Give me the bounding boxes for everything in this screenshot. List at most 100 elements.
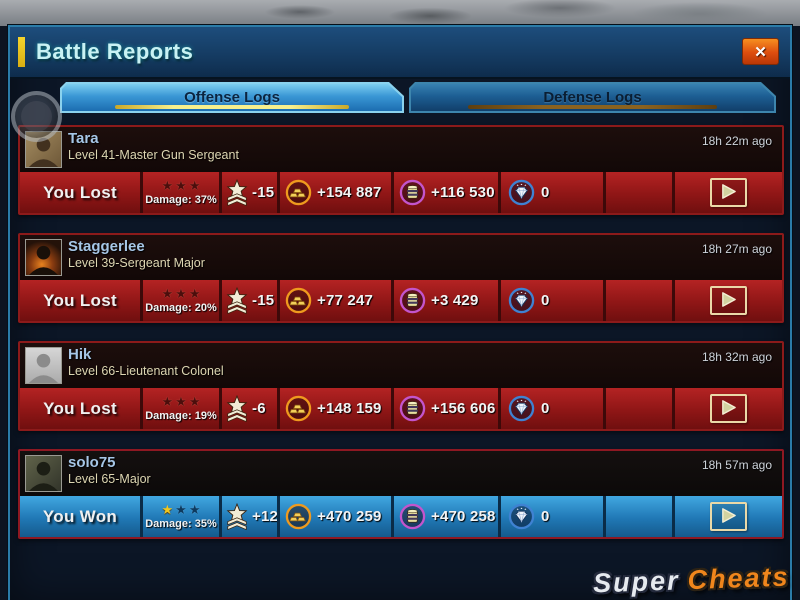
battle-result-cell: You Lost — [20, 172, 140, 213]
replay-button[interactable] — [710, 394, 747, 423]
empty-cell — [603, 280, 672, 321]
gold-cell: +148 159 — [277, 388, 391, 429]
player-avatar — [25, 239, 62, 276]
gold-cell: +77 247 — [277, 280, 391, 321]
battle-result-cell: You Lost — [20, 280, 140, 321]
rank-insignia-icon — [225, 286, 249, 315]
replay-button[interactable] — [710, 286, 747, 315]
battle-reports-dialog: Battle Reports ✕ Offense Logs Defense Lo… — [8, 25, 792, 600]
rank-change-value: -15 — [252, 184, 275, 201]
gold-bars-icon — [285, 179, 312, 206]
battle-reports-list: Tara Level 41-Master Gun Sergeant 18h 22… — [18, 125, 784, 539]
play-icon — [719, 183, 738, 203]
watermark-super: Super — [592, 565, 681, 599]
oil-cell: +156 606 — [391, 388, 498, 429]
report-header: Staggerlee Level 39-Sergeant Major 18h 2… — [20, 235, 782, 280]
replay-button[interactable] — [710, 178, 747, 207]
tab-inactive-underline — [468, 105, 718, 109]
gold-value: +77 247 — [317, 292, 374, 309]
damage-label: Damage: 35% — [145, 517, 217, 530]
star-icon: ★ — [188, 177, 201, 193]
star-icon: ★ — [188, 285, 201, 301]
replay-cell — [672, 280, 782, 321]
battle-result: You Lost — [43, 182, 117, 202]
battle-report-row: Staggerlee Level 39-Sergeant Major 18h 2… — [18, 233, 784, 323]
player-name: Staggerlee — [68, 238, 145, 255]
page-title: Battle Reports — [36, 39, 194, 64]
player-level: Level 66-Lieutenant Colonel — [68, 364, 224, 378]
player-info: solo75 Level 65-Major — [68, 451, 782, 486]
report-stats-strip: You Lost ★ ★ ★ Damage: 37% -15 — [20, 172, 782, 213]
empty-cell — [603, 388, 672, 429]
star-icon: ★ — [188, 501, 201, 517]
oil-cell: +116 530 — [391, 172, 498, 213]
report-stats-strip: You Lost ★ ★ ★ Damage: 19% -6 — [20, 388, 782, 429]
player-info: Tara Level 41-Master Gun Sergeant — [68, 127, 782, 162]
rank-cell: -15 — [219, 280, 277, 321]
tab-offense-logs[interactable]: Offense Logs — [60, 82, 404, 113]
damage-label: Damage: 19% — [145, 409, 217, 422]
player-info: Hik Level 66-Lieutenant Colonel — [68, 343, 782, 378]
gold-value: +154 887 — [317, 184, 382, 201]
report-header: solo75 Level 65-Major 18h 57m ago — [20, 451, 782, 496]
background-game-scene — [0, 0, 800, 26]
rank-cell: +12 — [219, 496, 278, 537]
battle-result-cell: You Lost — [20, 388, 140, 429]
diamond-value: 0 — [541, 400, 550, 417]
damage-cell: ★ ★ ★ Damage: 19% — [140, 388, 219, 429]
dialog-header: Battle Reports ✕ — [10, 27, 790, 79]
gold-value: +470 259 — [317, 508, 382, 525]
damage-cell: ★ ★ ★ Damage: 20% — [140, 280, 219, 321]
battle-report-row: solo75 Level 65-Major 18h 57m ago You Wo… — [18, 449, 784, 539]
player-info: Staggerlee Level 39-Sergeant Major — [68, 235, 782, 270]
gold-bars-icon — [285, 395, 312, 422]
player-avatar — [25, 347, 62, 384]
battle-result: You Lost — [43, 398, 117, 418]
damage-label: Damage: 20% — [145, 301, 217, 314]
diamond-cell: 0 — [498, 280, 603, 321]
oil-barrel-icon — [399, 179, 426, 206]
tab-defense-logs[interactable]: Defense Logs — [409, 82, 776, 113]
star-icon: ★ — [175, 501, 187, 517]
diamond-value: 0 — [541, 292, 550, 309]
report-time: 18h 32m ago — [701, 350, 772, 364]
player-level: Level 39-Sergeant Major — [68, 256, 205, 270]
report-stats-strip: You Won ★ ★ ★ Damage: 35% +12 — [20, 496, 782, 537]
oil-cell: +470 258 — [391, 496, 498, 537]
replay-cell — [672, 388, 782, 429]
empty-cell — [603, 496, 672, 537]
gold-cell: +154 887 — [277, 172, 391, 213]
tab-active-underline — [115, 105, 349, 109]
star-icon: ★ — [161, 177, 174, 193]
rank-cell: -6 — [219, 388, 277, 429]
star-rating: ★ ★ ★ — [161, 177, 201, 193]
player-avatar — [25, 455, 62, 492]
close-button[interactable]: ✕ — [742, 38, 779, 65]
star-rating: ★ ★ ★ — [162, 285, 201, 301]
report-time: 18h 57m ago — [701, 458, 772, 472]
oil-value: +470 258 — [431, 508, 496, 525]
damage-label: Damage: 37% — [145, 193, 217, 206]
player-level: Level 65-Major — [68, 472, 151, 486]
report-time: 18h 22m ago — [701, 134, 772, 148]
rank-insignia-icon — [225, 394, 249, 423]
rank-insignia-icon — [225, 502, 249, 531]
replay-button[interactable] — [710, 502, 747, 531]
star-icon: ★ — [161, 393, 174, 409]
rank-change-value: -15 — [252, 292, 275, 309]
star-icon: ★ — [188, 393, 201, 409]
rank-cell: -15 — [219, 172, 277, 213]
battle-result: You Won — [42, 506, 118, 526]
diamond-cell: 0 — [498, 496, 603, 537]
battle-report-row: Hik Level 66-Lieutenant Colonel 18h 32m … — [18, 341, 784, 431]
star-icon: ★ — [161, 501, 174, 517]
empty-cell — [603, 172, 672, 213]
player-name: Hik — [68, 346, 92, 363]
oil-cell: +3 429 — [391, 280, 498, 321]
watermark-cheats: Cheats — [687, 561, 791, 596]
oil-value: +156 606 — [431, 400, 496, 417]
oil-value: +116 530 — [431, 184, 495, 201]
diamond-icon — [508, 503, 535, 530]
cursor-overlay — [11, 91, 62, 142]
play-icon — [719, 291, 738, 311]
